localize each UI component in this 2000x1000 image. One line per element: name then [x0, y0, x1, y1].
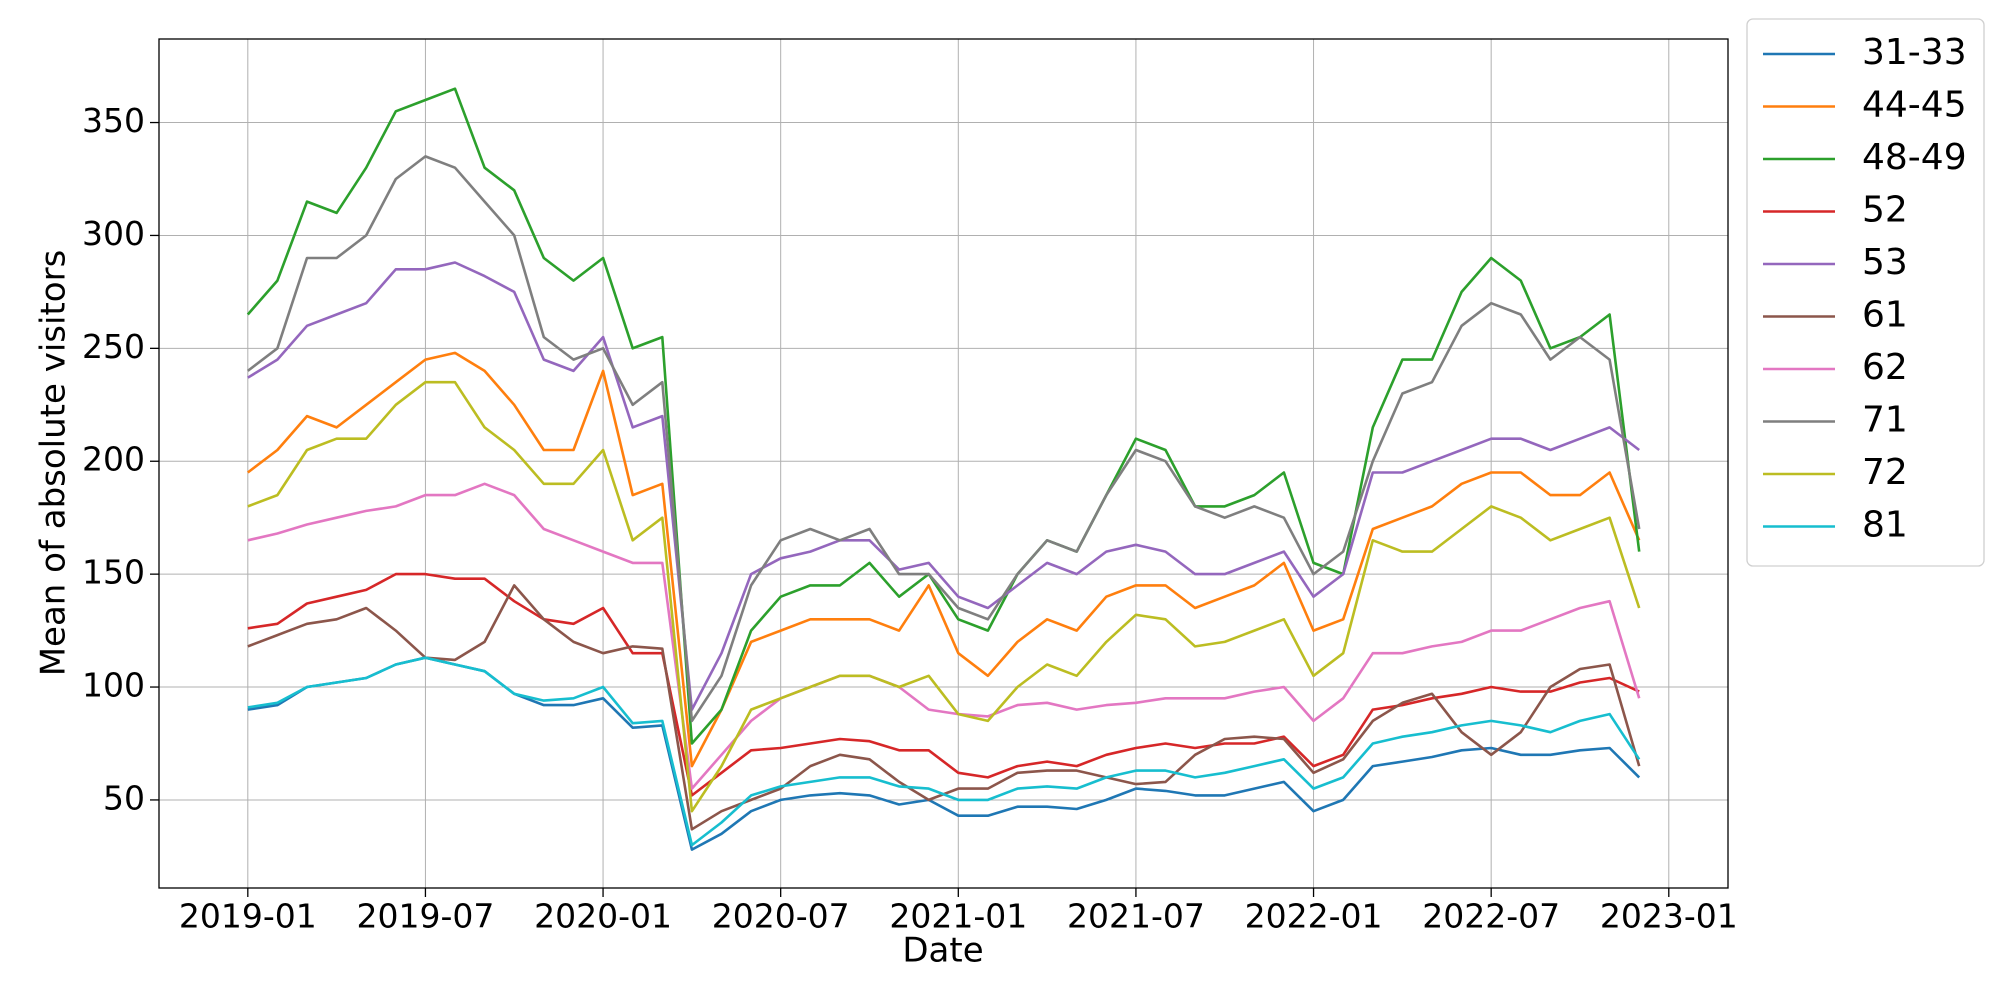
series-line — [247, 572, 1640, 797]
series-line — [247, 482, 1641, 790]
series-line — [246, 87, 1641, 745]
x-tick-label: 2019-07 — [356, 897, 494, 936]
y-axis-label: Mean of absolute visitors — [34, 250, 74, 677]
legend-label: 31-33 — [1862, 32, 1967, 73]
y-tick-label: 250 — [82, 327, 145, 366]
series-line — [247, 155, 1641, 723]
y-tick-label: 200 — [82, 440, 145, 479]
legend-label: 48-49 — [1862, 137, 1967, 178]
x-tick-label: 2020-07 — [712, 897, 850, 936]
legend-label: 52 — [1862, 190, 1908, 231]
legend-label: 81 — [1862, 505, 1908, 546]
x-tick-label: 2019-01 — [179, 897, 317, 936]
series-line — [247, 380, 1641, 813]
y-tick-label: 50 — [103, 778, 145, 817]
x-tick-label: 2020-01 — [534, 897, 672, 936]
legend-label: 61 — [1862, 295, 1908, 336]
x-axis-label: Date — [902, 931, 983, 971]
x-tick-label: 2022-01 — [1245, 897, 1383, 936]
series-line — [247, 261, 1640, 711]
plot-frame — [158, 38, 1729, 889]
series-line — [247, 656, 1641, 847]
legend-frame — [1746, 18, 1985, 567]
x-tick-label: 2023-01 — [1600, 897, 1738, 936]
y-tick-label: 100 — [82, 666, 145, 705]
y-tick-label: 300 — [82, 214, 145, 253]
legend-label: 71 — [1862, 400, 1908, 441]
x-tick-label: 2021-07 — [1067, 897, 1205, 936]
x-tick-label: 2022-07 — [1422, 897, 1560, 936]
legend: 31-33 44-45 48-49 52 53 61 62 71 72 81 — [1746, 18, 1985, 567]
legend-label: 62 — [1862, 347, 1908, 388]
y-tick-label: 150 — [82, 553, 145, 592]
series-line — [247, 656, 1641, 851]
legend-label: 53 — [1862, 242, 1908, 283]
series-line — [247, 351, 1641, 768]
y-tick-label: 350 — [82, 101, 145, 140]
legend-label: 44-45 — [1862, 85, 1967, 126]
x-tick-label: 2021-01 — [889, 897, 1027, 936]
legend-label: 72 — [1862, 452, 1908, 493]
